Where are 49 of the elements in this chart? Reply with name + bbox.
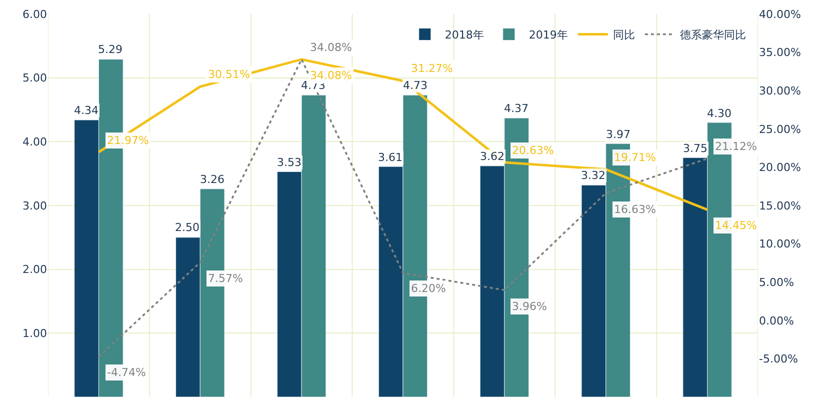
y2-tick-label: 40.00% [759,8,801,21]
y-tick-label: 5.00 [22,72,47,85]
data-label: 7.57% [208,272,243,285]
data-label: 21.97% [107,134,149,147]
data-label: 21.12% [715,140,757,153]
data-label: 3.97 [606,128,630,141]
data-label: 31.27% [411,62,453,75]
y-tick-label: 2.00 [22,263,47,276]
data-label: 19.71% [614,151,656,164]
data-label: 34.08% [310,41,352,54]
data-label: 34.08% [310,69,352,82]
data-label: 4.73 [301,79,326,92]
legend-label: 2018年 [444,28,484,42]
y2-tick-label: 5.00% [759,276,794,289]
data-label: 3.26 [200,173,224,186]
data-label: 3.62 [480,150,504,163]
y-tick-label: 4.00 [22,136,47,149]
y2-tick-label: 25.00% [759,122,801,136]
y2-tick-label: 15.00% [759,199,801,212]
y-tick-label: 1.00 [22,327,47,340]
data-label: 20.63% [512,144,554,157]
y2-tick-label: 35.00% [759,46,801,60]
data-label: 4.30 [707,107,732,120]
legend-label: 德系豪华同比 [680,28,746,42]
data-label: 4.34 [74,104,98,117]
data-label: 3.75 [683,142,708,155]
y-tick-label: 6.00 [22,8,47,21]
data-label: 3.96% [512,300,547,313]
y2-tick-label: 30.00% [759,84,801,98]
y2-tick-label: 10.00% [759,238,801,251]
line-series [98,58,708,358]
data-label: 14.45% [715,219,757,232]
data-label: 2.50 [175,221,200,234]
data-label: -4.74% [107,366,146,379]
data-label: 4.73 [403,79,428,92]
y-tick-label: 3.00 [22,199,47,212]
legend-label: 同比 [612,28,635,42]
data-label: 3.61 [378,151,402,164]
data-label: 4.37 [504,102,528,115]
data-label: 30.51% [208,68,250,81]
y2-tick-label: 0.00% [759,314,794,328]
data-label: 6.20% [411,282,446,295]
y2-tick-label: -5.00% [759,352,798,366]
data-label: 5.29 [98,43,122,56]
data-label: 3.53 [277,156,302,169]
data-label: 16.63% [614,203,656,216]
y2-tick-label: 20.00% [759,161,801,174]
data-label: 3.32 [581,169,606,182]
legend-label: 2019年 [528,28,568,42]
